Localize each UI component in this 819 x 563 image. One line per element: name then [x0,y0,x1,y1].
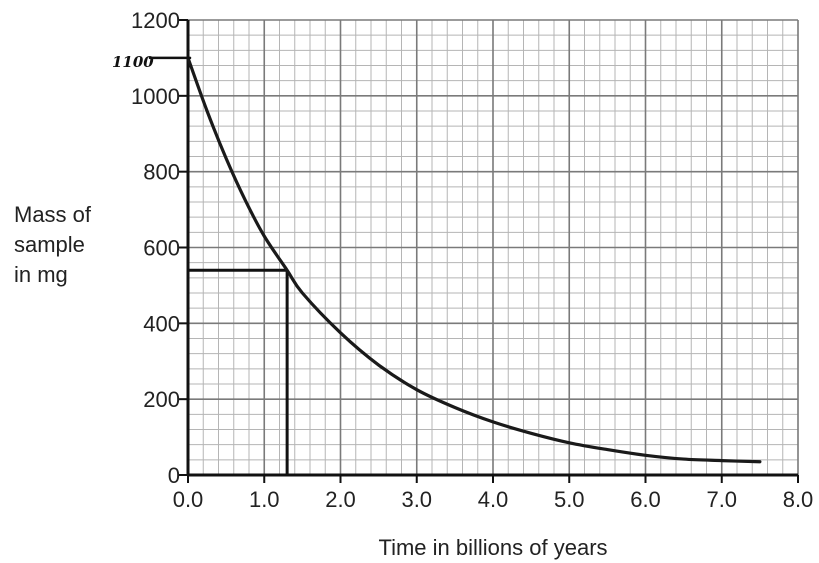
y-tick-label: 0 [168,463,180,488]
x-tick-label: 5.0 [554,487,585,512]
series-layer [186,56,762,464]
x-tick-label: 8.0 [783,487,814,512]
y-tick-label: 1200 [131,8,180,33]
decay-curve-line [186,56,762,464]
y-tick-labels: 0 200 400 600 800 1000 1200 [131,8,180,488]
y-axis-label-line-2: sample [14,232,85,257]
annotations: 1100 [112,53,192,71]
x-tick-label: 6.0 [630,487,661,512]
x-tick-label: 7.0 [706,487,737,512]
x-tick-label: 0.0 [173,487,204,512]
x-axis-label: Time in billions of years [378,535,607,560]
x-tick-label: 4.0 [478,487,509,512]
y-tick-label: 400 [143,311,180,336]
y-tick-label: 200 [143,387,180,412]
x-tick-label: 1.0 [249,487,280,512]
y-axis-label-line-3: in mg [14,262,68,287]
x-tick-label: 2.0 [325,487,356,512]
reference-lines [188,268,289,475]
y-tick-label: 800 [143,160,180,185]
handwritten-1100-label: 1100 [112,53,154,71]
axes [178,19,799,483]
y-tick-label: 600 [143,236,180,261]
y-tick-label: 1000 [131,84,180,109]
x-tick-labels: 0.0 1.0 2.0 3.0 4.0 5.0 6.0 7.0 8.0 [173,487,814,512]
y-axis-label-line-1: Mass of [14,202,92,227]
x-tick-label: 3.0 [401,487,432,512]
